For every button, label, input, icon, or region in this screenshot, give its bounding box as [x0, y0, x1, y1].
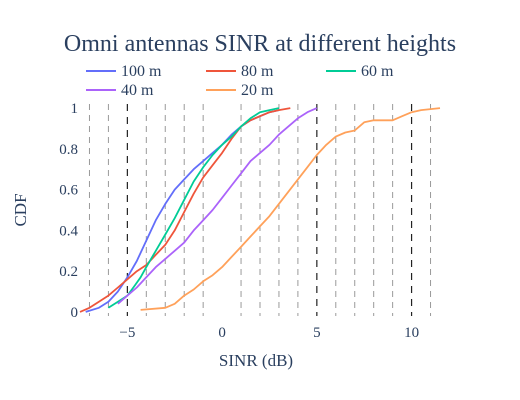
legend-item-4[interactable]: 20 m: [206, 82, 274, 99]
x-axis-title: SINR (dB): [219, 351, 293, 370]
grid: [88, 104, 432, 316]
legend-item-3[interactable]: 40 m: [86, 82, 154, 99]
y-tick-label: 0.6: [59, 183, 78, 199]
tick-labels: −5 0 5 10 0 0.2 0.4 0.6 0.8 1: [59, 101, 419, 341]
y-tick-label: 1: [71, 101, 79, 117]
y-tick-label: 0.4: [59, 223, 78, 239]
series-line-2[interactable]: [107, 107, 280, 309]
x-tick-label: 10: [404, 325, 419, 341]
legend-label: 40 m: [121, 82, 154, 99]
legend-label: 80 m: [241, 63, 274, 80]
series-line-4[interactable]: [140, 107, 441, 311]
y-tick-label: 0.2: [59, 264, 78, 280]
y-tick-label: 0: [71, 305, 79, 321]
legend-item-0[interactable]: 100 m: [86, 63, 162, 80]
x-tick-label: 0: [218, 325, 226, 341]
x-tick-label: −5: [119, 325, 135, 341]
x-tick-label: 5: [313, 325, 321, 341]
legend-label: 100 m: [121, 63, 162, 80]
legend-label: 60 m: [361, 63, 394, 80]
y-tick-label: 0.8: [59, 142, 78, 158]
series-line-3[interactable]: [117, 107, 318, 305]
y-axis-title: CDF: [11, 193, 30, 226]
series-line-1[interactable]: [79, 107, 291, 313]
chart-title: Omni antennas SINR at different heights: [64, 31, 456, 57]
legend-item-1[interactable]: 80 m: [206, 63, 274, 80]
legend-item-2[interactable]: 60 m: [326, 63, 394, 80]
legend[interactable]: 100 m 80 m 60 m 40 m 20 m: [86, 63, 394, 99]
legend-label: 20 m: [241, 82, 274, 99]
series-group: [79, 107, 441, 313]
series-line-0[interactable]: [85, 109, 280, 313]
